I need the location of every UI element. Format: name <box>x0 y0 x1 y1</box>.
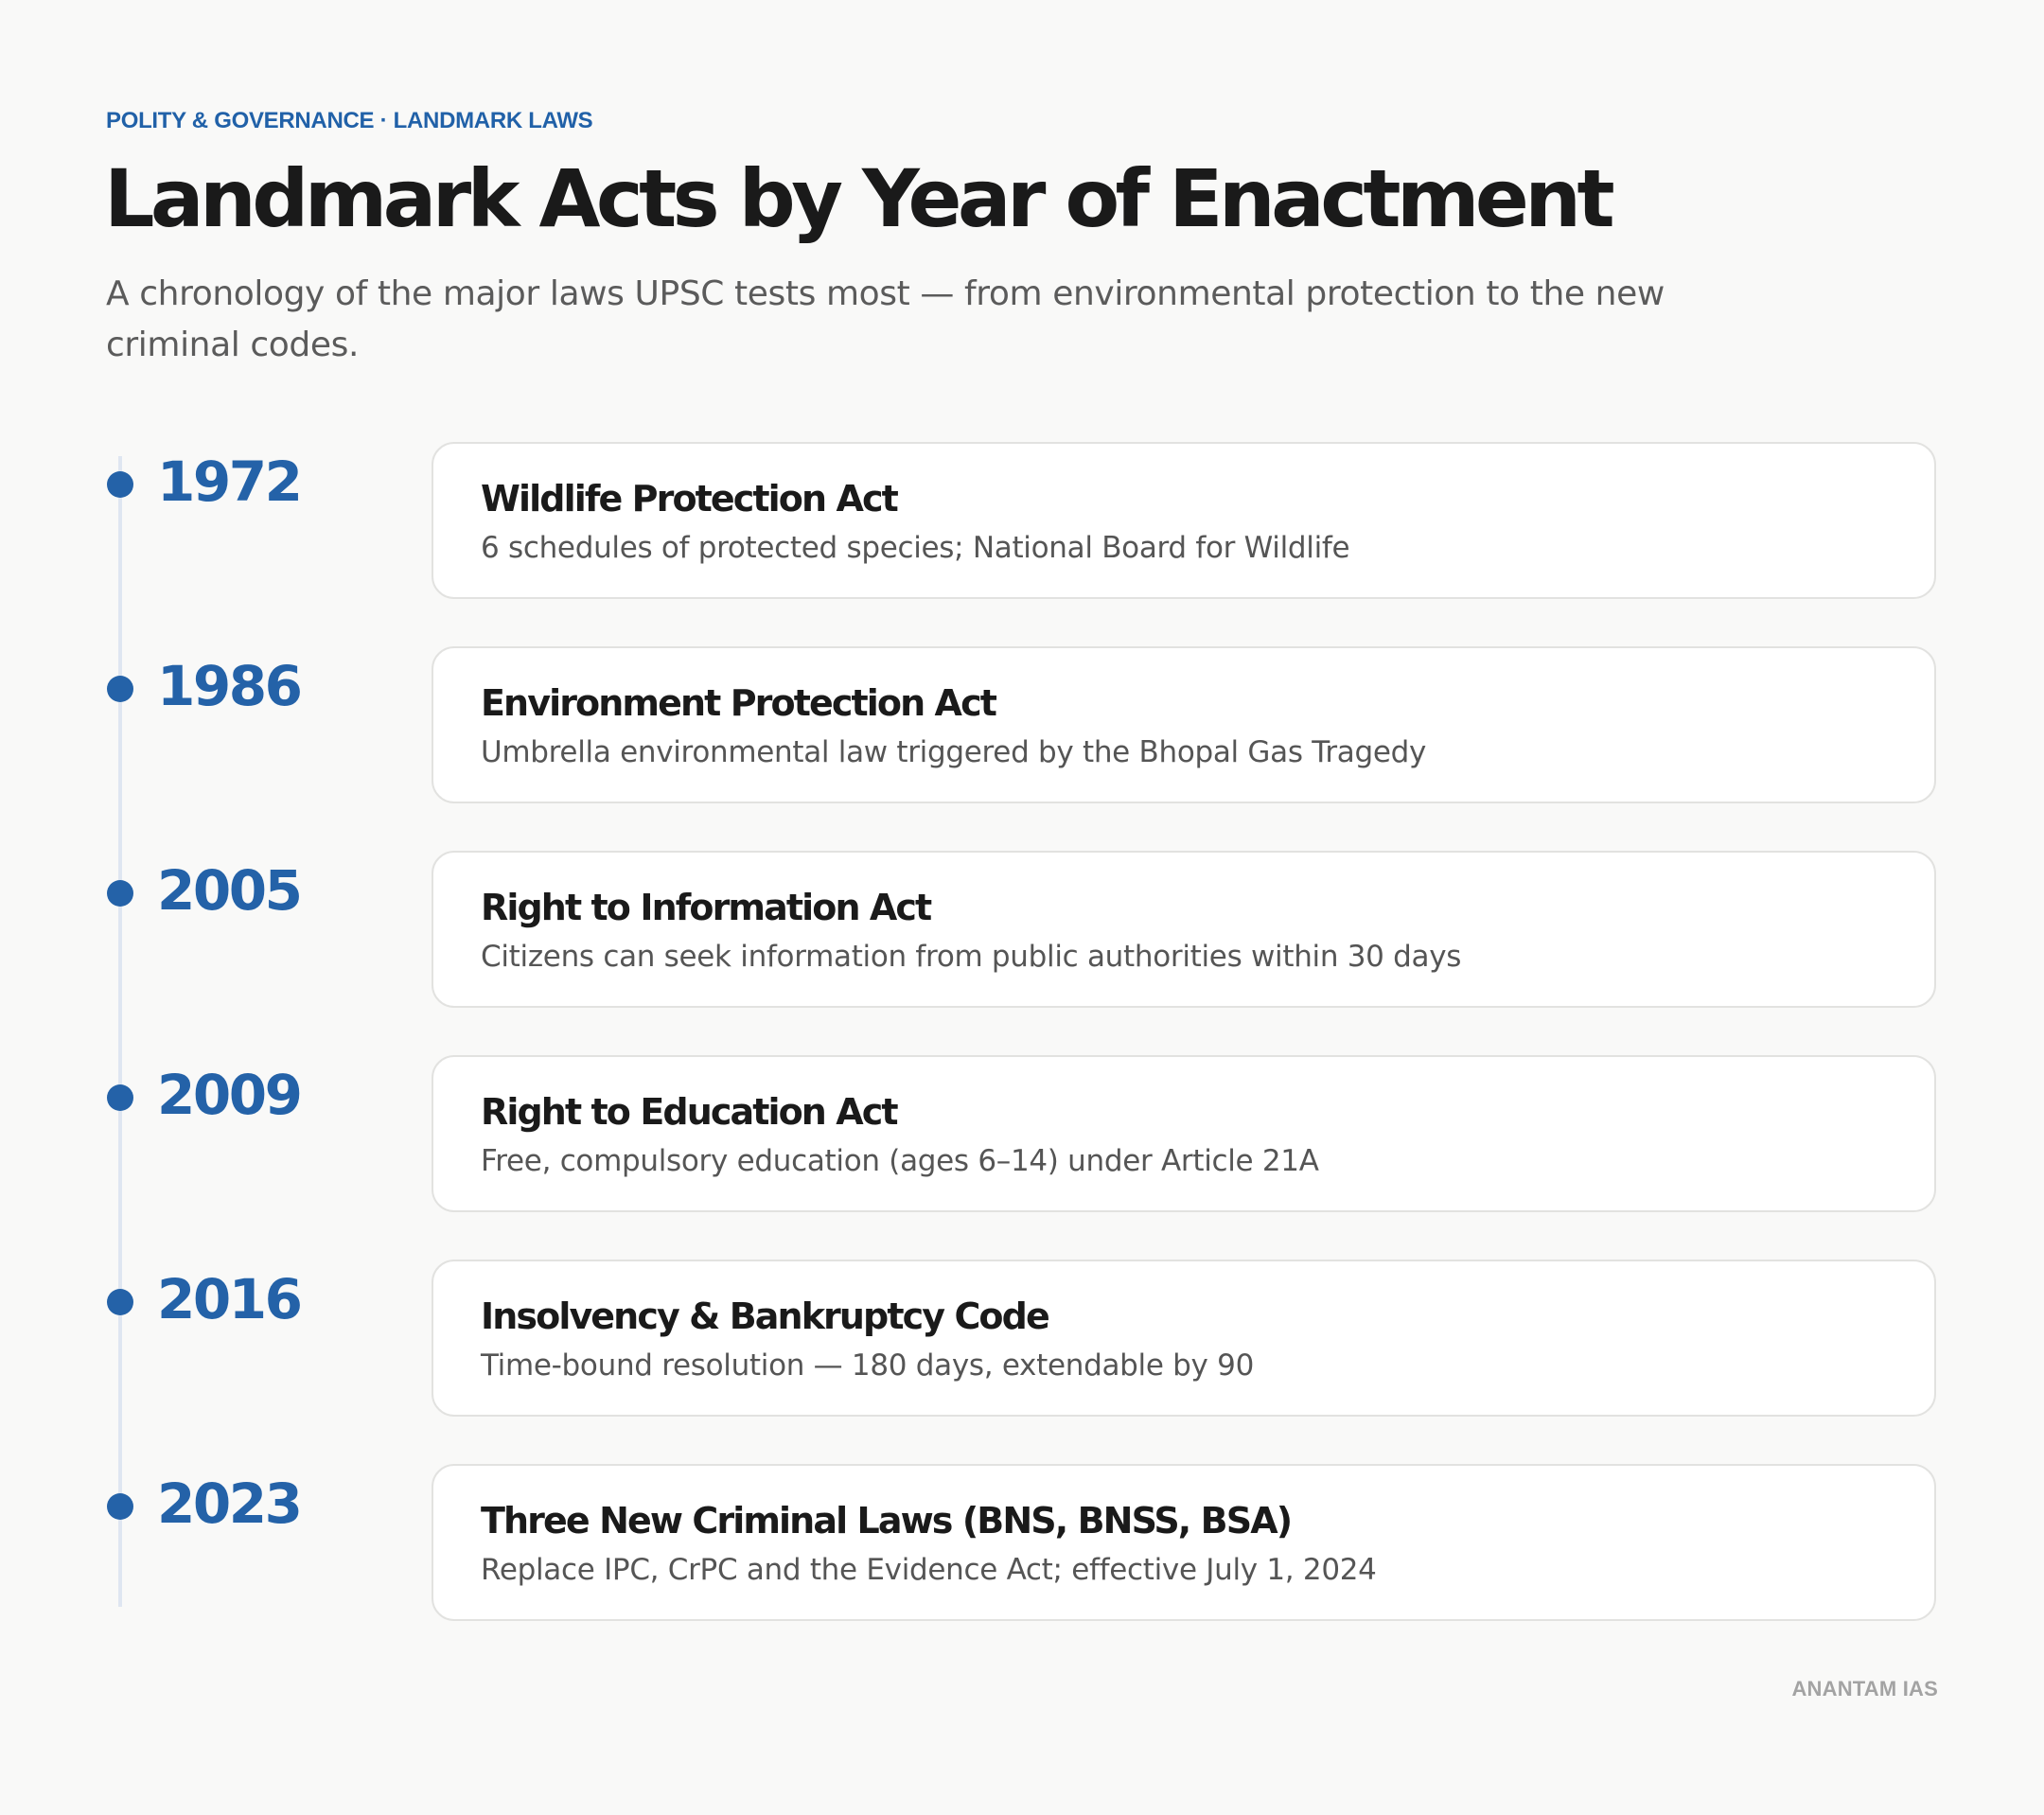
timeline-card: Insolvency & Bankruptcy Code Time-bound … <box>432 1260 1936 1417</box>
kicker-label: POLITY & GOVERNANCE · LANDMARK LAWS <box>106 108 593 133</box>
brand-footer: ANANTAM IAS <box>1791 1677 1938 1700</box>
timeline-dot <box>107 880 133 907</box>
act-description: Umbrella environmental law triggered by … <box>481 735 1427 769</box>
act-title: Three New Criminal Laws (BNS, BNSS, BSA) <box>481 1500 1293 1542</box>
timeline-year: 2023 <box>157 1471 303 1536</box>
timeline-card: Right to Information Act Citizens can se… <box>432 851 1936 1008</box>
timeline-card: Right to Education Act Free, compulsory … <box>432 1055 1936 1212</box>
act-title: Insolvency & Bankruptcy Code <box>481 1295 1050 1337</box>
timeline-card: Wildlife Protection Act 6 schedules of p… <box>432 442 1936 599</box>
timeline-card: Three New Criminal Laws (BNS, BNSS, BSA)… <box>432 1464 1936 1621</box>
act-title: Right to Information Act <box>481 887 932 928</box>
act-description: Replace IPC, CrPC and the Evidence Act; … <box>481 1553 1377 1587</box>
timeline-line <box>118 456 122 1607</box>
act-title: Environment Protection Act <box>481 682 997 724</box>
act-description: 6 schedules of protected species; Nation… <box>481 531 1350 565</box>
timeline-dot <box>107 471 133 498</box>
timeline-year: 2016 <box>157 1267 303 1331</box>
timeline-card: Environment Protection Act Umbrella envi… <box>432 646 1936 803</box>
timeline-year: 2005 <box>157 858 303 923</box>
page-subtitle: A chronology of the major laws UPSC test… <box>106 274 1665 364</box>
page-title: Landmark Acts by Year of Enactment <box>104 152 1615 245</box>
timeline-year: 1986 <box>157 654 303 718</box>
act-title: Wildlife Protection Act <box>481 478 899 520</box>
timeline-year: 1972 <box>157 449 303 514</box>
timeline-year: 2009 <box>157 1063 303 1127</box>
timeline-dot <box>107 1084 133 1111</box>
timeline-dot <box>107 1289 133 1315</box>
act-description: Time-bound resolution — 180 days, extend… <box>481 1348 1254 1383</box>
timeline-dot <box>107 1493 133 1520</box>
act-description: Citizens can seek information from publi… <box>481 940 1462 974</box>
timeline-dot <box>107 676 133 702</box>
act-description: Free, compulsory education (ages 6–14) u… <box>481 1144 1319 1178</box>
act-title: Right to Education Act <box>481 1091 899 1133</box>
